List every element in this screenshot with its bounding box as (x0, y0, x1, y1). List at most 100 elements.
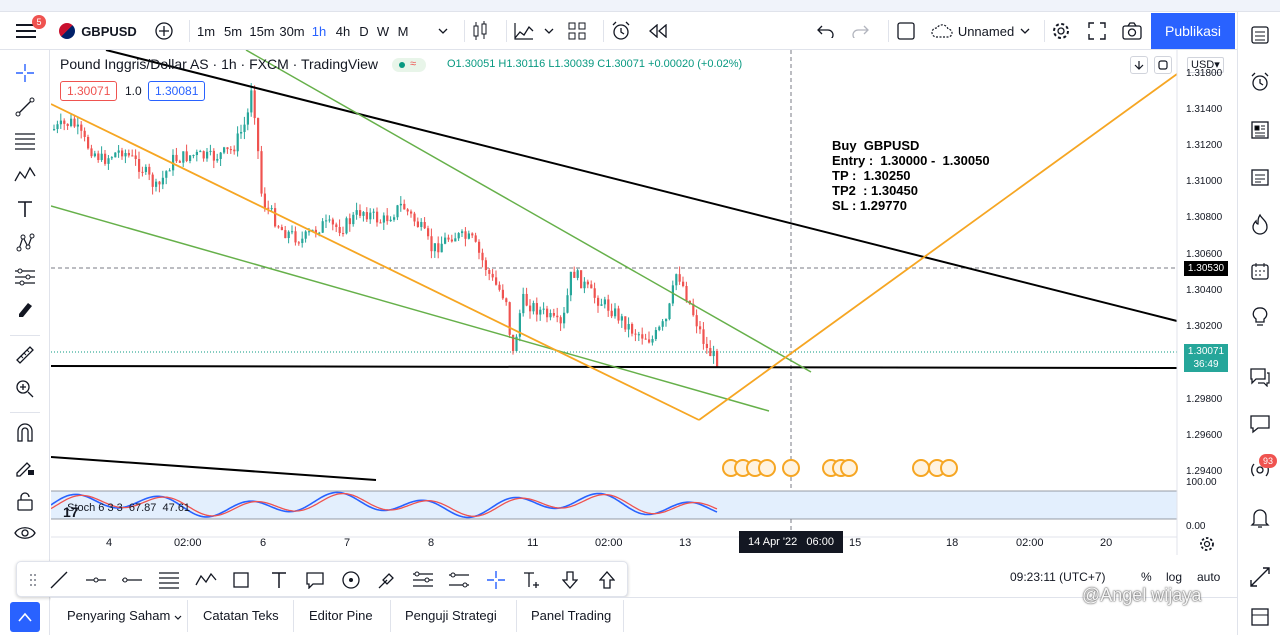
templates-button[interactable] (563, 16, 591, 46)
clock-timezone[interactable]: 09:23:11 (UTC+7) (1010, 570, 1106, 584)
draw-rectangle[interactable] (229, 568, 253, 592)
event-flag-uk[interactable] (782, 459, 800, 477)
fib-tool[interactable] (10, 126, 40, 156)
event-flag-us[interactable] (940, 459, 958, 477)
text-annotation-tool[interactable] (521, 568, 545, 592)
log-toggle[interactable]: log (1166, 570, 1183, 584)
layout-name-button[interactable]: Unnamed (928, 16, 1032, 46)
time-axis-label: 6 (260, 537, 267, 549)
indicators-button[interactable] (510, 16, 538, 46)
magnet-tool[interactable] (10, 418, 40, 448)
draw-horizontal-line[interactable] (120, 568, 144, 592)
interval-15m[interactable]: 15m (249, 23, 275, 39)
currency-selector[interactable]: USD▾ (1187, 57, 1224, 73)
interval-5m[interactable]: 5m (223, 23, 243, 39)
interval-w[interactable]: W (376, 23, 390, 39)
chats-button[interactable] (1245, 362, 1275, 392)
arrow-up-tool[interactable] (595, 568, 619, 592)
tab-text-notes[interactable]: Catatan Teks (203, 608, 279, 623)
draw-regression[interactable] (447, 568, 471, 592)
alert-button[interactable] (607, 16, 635, 46)
ruler-tool[interactable] (10, 340, 40, 370)
candle-body (97, 153, 100, 161)
compare-button[interactable] (150, 16, 178, 46)
draw-brush[interactable] (375, 568, 399, 592)
notifications-button[interactable] (1245, 503, 1275, 533)
draw-trendline[interactable] (47, 568, 71, 592)
interval-m[interactable]: M (397, 23, 409, 39)
arrow-down-tool[interactable] (558, 568, 582, 592)
more-widgets-button[interactable] (1245, 602, 1275, 632)
hotlists-button[interactable] (1245, 162, 1275, 192)
hot-button[interactable] (1245, 209, 1275, 239)
tab-pine-editor[interactable]: Editor Pine (309, 608, 373, 623)
node-tool[interactable] (10, 228, 40, 258)
sell-price-button[interactable]: 1.30071 (60, 81, 118, 101)
ideas-button[interactable] (1245, 302, 1275, 332)
auto-toggle[interactable]: auto (1197, 570, 1221, 584)
layout-checkbox[interactable] (892, 16, 920, 46)
lock-tool[interactable] (10, 486, 40, 516)
candle-body (491, 273, 494, 278)
interval-d[interactable]: D (359, 23, 369, 39)
calendar-button[interactable] (1245, 256, 1275, 286)
event-flag-us[interactable] (840, 459, 858, 477)
replay-button[interactable] (644, 16, 672, 46)
data-window-button[interactable] (1245, 115, 1275, 145)
chart-settings-button[interactable] (1198, 535, 1216, 553)
public-chat-button[interactable] (1245, 409, 1275, 439)
candle-body (464, 231, 467, 239)
refresh-icon (1158, 60, 1168, 70)
draw-target[interactable] (339, 568, 363, 592)
snapshot-button[interactable] (1118, 16, 1146, 46)
percent-toggle[interactable]: % (1141, 570, 1152, 584)
measure-group-tool[interactable] (10, 262, 40, 292)
settings-button[interactable] (1047, 16, 1075, 46)
publish-button[interactable]: Publikasi (1151, 13, 1235, 49)
tab-trading-panel[interactable]: Panel Trading (531, 608, 612, 623)
drag-handle[interactable] (21, 568, 45, 592)
draw-callout[interactable] (303, 568, 327, 592)
scroll-down-button[interactable] (1130, 56, 1148, 74)
auto-scale-button[interactable] (1154, 56, 1172, 74)
crosshair-toggle[interactable] (484, 568, 508, 592)
alerts-button[interactable] (1245, 67, 1275, 97)
pattern-tool[interactable] (10, 160, 40, 190)
trendline-tool[interactable] (10, 92, 40, 122)
chart-canvas[interactable] (51, 50, 1237, 555)
interval-1m[interactable]: 1m (196, 23, 216, 39)
watchlist-button[interactable] (1245, 20, 1275, 50)
candle-body (423, 222, 426, 229)
chart-type-button[interactable] (466, 16, 494, 46)
crosshair-tool[interactable] (10, 58, 40, 88)
redo-button[interactable] (846, 16, 874, 46)
stay-drawing-tool[interactable] (10, 452, 40, 482)
event-flag-us[interactable] (758, 459, 776, 477)
brush-tool[interactable] (10, 294, 40, 324)
tab-strategy-tester[interactable]: Penguji Strategi (405, 608, 497, 623)
hide-tool[interactable] (10, 518, 40, 548)
symbol-search[interactable]: GBPUSD (58, 16, 138, 46)
gear-icon (1200, 537, 1214, 551)
interval-4h[interactable]: 4h (335, 23, 351, 39)
interval-30m[interactable]: 30m (279, 23, 305, 39)
draw-text[interactable] (267, 568, 291, 592)
text-tool[interactable] (10, 194, 40, 224)
draw-fib[interactable] (157, 568, 181, 592)
fullscreen-button[interactable] (1083, 16, 1111, 46)
expand-panel-button[interactable] (1245, 562, 1275, 592)
zoom-tool[interactable] (10, 374, 40, 404)
interval-dropdown[interactable] (434, 16, 452, 46)
buy-price-button[interactable]: 1.30081 (148, 81, 206, 101)
draw-horizontal-ray[interactable] (84, 568, 108, 592)
candle-body (393, 217, 396, 220)
draw-measure[interactable] (411, 568, 435, 592)
interval-1h[interactable]: 1h (311, 23, 327, 39)
indicators-dropdown[interactable] (542, 16, 556, 46)
show-more-button[interactable] (10, 602, 40, 632)
bar-countdown: 36:49 (1193, 359, 1219, 370)
draw-pattern[interactable] (194, 568, 218, 592)
menu-button[interactable] (12, 16, 40, 46)
undo-button[interactable] (812, 16, 840, 46)
tab-stock-screener[interactable]: Penyaring Saham (67, 608, 182, 623)
